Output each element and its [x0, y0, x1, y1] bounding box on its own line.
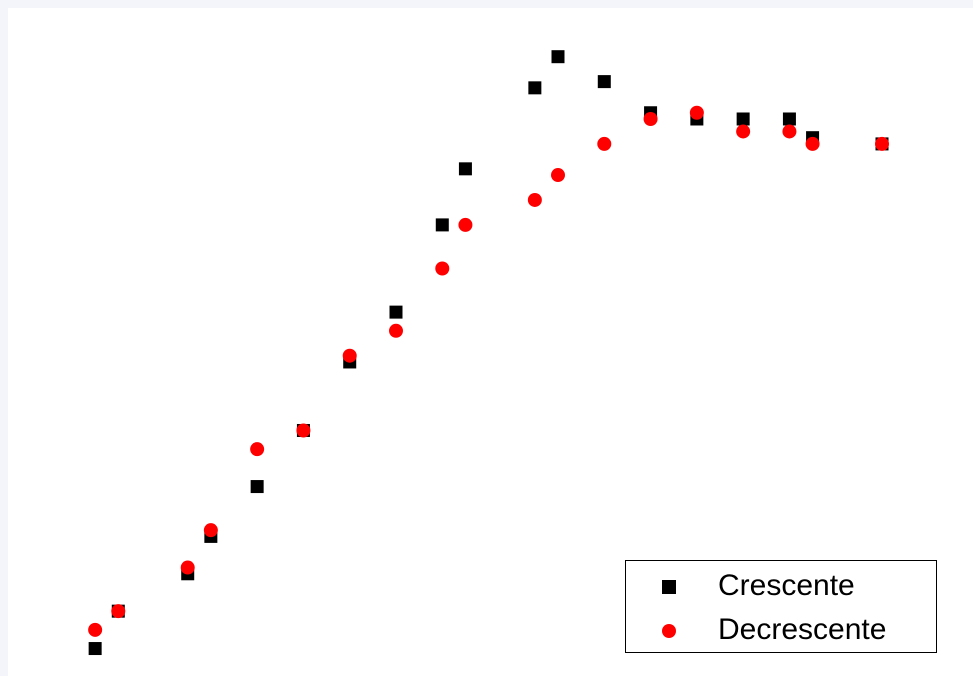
point-crescente-10: [528, 81, 542, 95]
point-crescente-9: [458, 162, 472, 176]
legend-entry-decrescente: Decrescente: [626, 611, 936, 651]
point-crescente-4: [250, 480, 264, 494]
point-decrescente-6: [342, 348, 357, 363]
legend-entry-crescente: Crescente: [626, 567, 936, 607]
point-crescente-15: [736, 112, 750, 126]
point-crescente-0: [88, 642, 102, 656]
square-marker-icon: [662, 580, 676, 594]
legend-label-decrescente: Decrescente: [718, 613, 887, 646]
points-layer: [88, 50, 889, 656]
point-crescente-12: [597, 75, 611, 89]
point-decrescente-14: [689, 105, 704, 120]
point-decrescente-12: [597, 136, 612, 151]
point-decrescente-4: [250, 442, 265, 457]
legend-label-crescente: Crescente: [718, 569, 855, 602]
point-decrescente-8: [435, 261, 450, 276]
point-decrescente-5: [296, 423, 311, 438]
point-decrescente-10: [527, 192, 542, 207]
point-decrescente-7: [389, 323, 403, 338]
point-crescente-7: [389, 305, 403, 319]
point-decrescente-3: [203, 523, 218, 538]
point-decrescente-2: [180, 560, 195, 575]
point-decrescente-17: [805, 136, 820, 151]
point-decrescente-15: [736, 124, 751, 139]
point-decrescente-1: [111, 604, 126, 619]
point-decrescente-9: [458, 217, 473, 232]
point-decrescente-18: [875, 136, 889, 151]
point-crescente-11: [551, 50, 565, 64]
point-crescente-16: [782, 112, 796, 126]
scatter-chart: [88, 50, 889, 656]
circle-marker-icon: [662, 624, 676, 638]
point-decrescente-13: [643, 111, 658, 126]
point-crescente-8: [435, 218, 449, 232]
point-decrescente-11: [551, 168, 565, 183]
point-decrescente-0: [88, 622, 103, 637]
point-decrescente-16: [782, 124, 797, 139]
legend: Crescente Decrescente: [625, 560, 937, 653]
